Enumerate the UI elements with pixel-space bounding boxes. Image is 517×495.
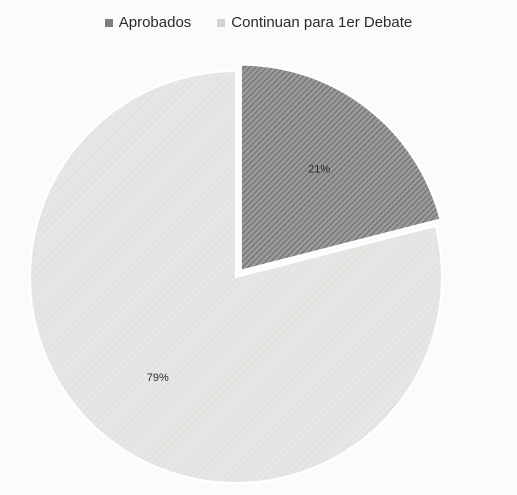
legend-item-continuan: Continuan para 1er Debate — [217, 14, 412, 31]
legend-swatch-continuan — [217, 18, 226, 27]
data-label-continuan: 79% — [147, 372, 169, 384]
data-label-aprobados: 21% — [308, 164, 330, 176]
legend-swatch-aprobados — [104, 18, 113, 27]
legend-label-aprobados: Aprobados — [118, 14, 192, 31]
pie-slice-aprobados — [239, 63, 442, 272]
pie-slice-continuan — [29, 69, 443, 484]
legend-item-aprobados: Aprobados — [104, 14, 192, 31]
legend-label-continuan: Continuan para 1er Debate — [231, 14, 413, 31]
chart-legend: Aprobados Continuan para 1er Debate — [0, 14, 517, 31]
